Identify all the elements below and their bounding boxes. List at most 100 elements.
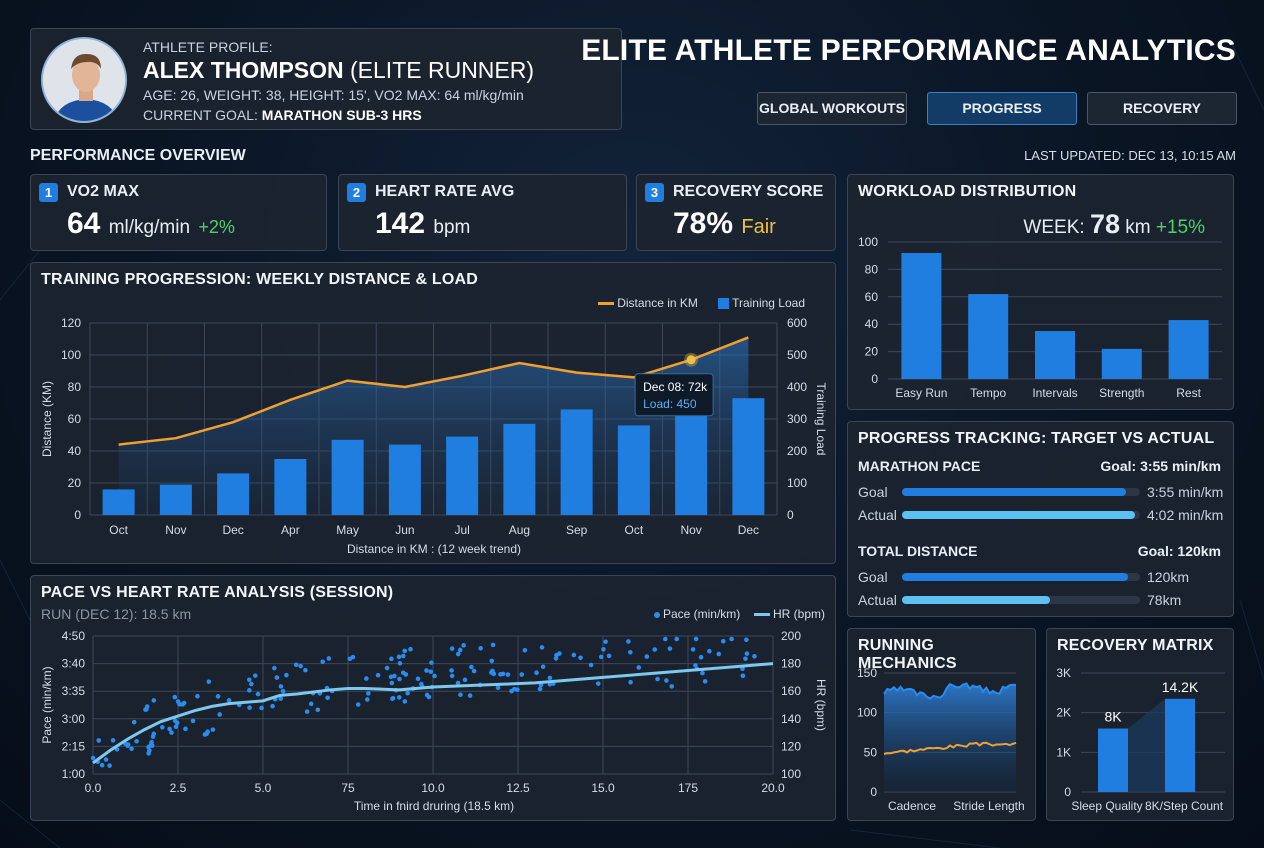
progress-track <box>902 511 1140 519</box>
pace-point <box>743 656 748 661</box>
pace-xlabel: Time in fnird druring (18.5 km) <box>353 799 515 813</box>
pace-point <box>204 731 209 737</box>
y-tick-label: 60 <box>865 290 879 304</box>
pace-point <box>249 681 254 687</box>
y-tick-label: 80 <box>865 262 879 276</box>
progress-goal-text: Goal: 120km <box>1137 543 1221 559</box>
pace-point <box>247 688 252 693</box>
pace-point <box>702 679 708 684</box>
pace-point <box>255 691 261 697</box>
pace-point <box>247 705 252 710</box>
pace-point <box>490 668 495 674</box>
y-tick-label: 3K <box>1056 666 1071 680</box>
pace-hr-chart: 1:00 2:15 3:00 3:35 3:40 4:50 100 120 140 160 180 2… <box>40 629 828 795</box>
kpi-number-badge: 1 <box>39 183 58 202</box>
kpi-card-recovery-score[interactable]: 3 RECOVERY SCORE 78% Fair <box>636 174 836 251</box>
y2-tick-label: 200 <box>787 444 807 458</box>
pace-point <box>469 664 474 670</box>
pace-point <box>729 636 734 642</box>
pace-point <box>173 724 179 730</box>
y2-tick-label: 0 <box>787 508 794 522</box>
load-bar <box>617 425 650 515</box>
recovery-connector <box>1128 698 1165 792</box>
load-bar <box>102 489 135 515</box>
cadence-area <box>884 683 1016 792</box>
mechanics-chart: 0 50 100 150 Cadence Stride Length <box>857 666 1025 813</box>
y-tick-label: 150 <box>857 666 877 680</box>
pace-point <box>131 719 137 725</box>
pace-point <box>180 702 185 707</box>
recovery-bar <box>1165 698 1195 792</box>
tab-recovery[interactable]: RECOVERY <box>1087 92 1237 125</box>
pace-point <box>700 670 705 676</box>
pace-point <box>252 673 258 678</box>
workload-bar <box>1035 331 1075 379</box>
stride-length-line <box>883 741 1017 755</box>
pace-point <box>217 712 223 717</box>
pace-point <box>149 743 155 748</box>
y-tick-label: 60 <box>68 412 82 426</box>
progress-row-value: 3:55 min/km <box>1147 484 1224 500</box>
pace-point <box>147 748 152 753</box>
x-tick-label: May <box>336 523 359 537</box>
y-tick-label: 40 <box>865 317 879 331</box>
workload-bar <box>1101 348 1142 379</box>
pace-point <box>457 647 463 653</box>
current-goal: CURRENT GOAL: MARATHON SUB-3 HRS <box>143 107 422 123</box>
y-tick-label: 0 <box>74 508 81 522</box>
pace-point <box>326 656 332 661</box>
pace-point <box>505 672 511 677</box>
pace-point <box>259 705 264 711</box>
x-tick-label: 8K/Step Count <box>1145 799 1224 813</box>
x-tick-label: Strength <box>1099 386 1144 400</box>
kpi-card-heart-rate[interactable]: 2 HEART RATE AVG 142 bpm <box>338 174 627 251</box>
y2-tick-label: 160 <box>781 684 801 698</box>
tab-progress[interactable]: PROGRESS <box>927 92 1077 125</box>
pace-point <box>522 648 528 653</box>
pace-point <box>125 743 130 749</box>
pace-point <box>315 707 321 713</box>
progress-row-label: Actual <box>858 507 897 523</box>
progress-fill <box>902 511 1136 519</box>
pace-point <box>190 718 196 724</box>
pace-point <box>458 692 463 698</box>
kpi-number-badge: 3 <box>645 183 664 202</box>
y-tick-label: 4:50 <box>62 629 86 643</box>
athlete-name: ALEX THOMPSON (ELITE RUNNER) <box>143 57 534 84</box>
x-tick-label: Oct <box>109 523 128 537</box>
y2-axis-label: HR (bpm) <box>814 679 828 731</box>
avatar[interactable] <box>41 37 127 123</box>
pace-point <box>744 637 749 643</box>
y-tick-label: 120 <box>61 316 81 330</box>
pace-point <box>415 676 421 682</box>
pace-point <box>403 672 409 677</box>
pace-point <box>308 701 314 707</box>
kpi-number-badge: 2 <box>347 183 366 202</box>
pace-point <box>284 672 289 678</box>
pace-point <box>304 709 310 714</box>
pace-point <box>598 654 604 660</box>
training-xlabel: Distance in KM : (12 week trend) <box>346 542 522 556</box>
kpi-card-vo2max[interactable]: 1 VO2 MAX 64 ml/kg/min +2% <box>30 174 327 251</box>
pace-point <box>143 707 148 712</box>
pace-point <box>693 636 699 642</box>
pace-point <box>96 738 102 743</box>
pace-point <box>280 688 286 694</box>
legend-bar-swatch <box>717 298 729 310</box>
y-tick-label: 20 <box>865 345 879 359</box>
training-chart: 0 20 40 60 80 100 120 0 100 200 300 400 500 600 Oct Nov… <box>40 316 828 537</box>
kpi-title: HEART RATE AVG <box>375 183 515 200</box>
tab-global-workouts[interactable]: GLOBAL WORKOUTS <box>757 92 907 125</box>
y2-tick-label: 180 <box>781 657 801 671</box>
kpi-status: Fair <box>741 216 776 238</box>
pace-point <box>347 656 353 662</box>
pace-point <box>110 738 116 743</box>
pace-point <box>366 691 371 696</box>
load-bar <box>274 459 307 515</box>
pace-point <box>540 664 546 670</box>
x-tick-label: Cadence <box>888 799 936 813</box>
y-tick-label: 80 <box>68 380 82 394</box>
progress-fill <box>902 573 1129 581</box>
kpi-title: VO2 MAX <box>67 183 140 200</box>
progress-track <box>902 596 1140 604</box>
